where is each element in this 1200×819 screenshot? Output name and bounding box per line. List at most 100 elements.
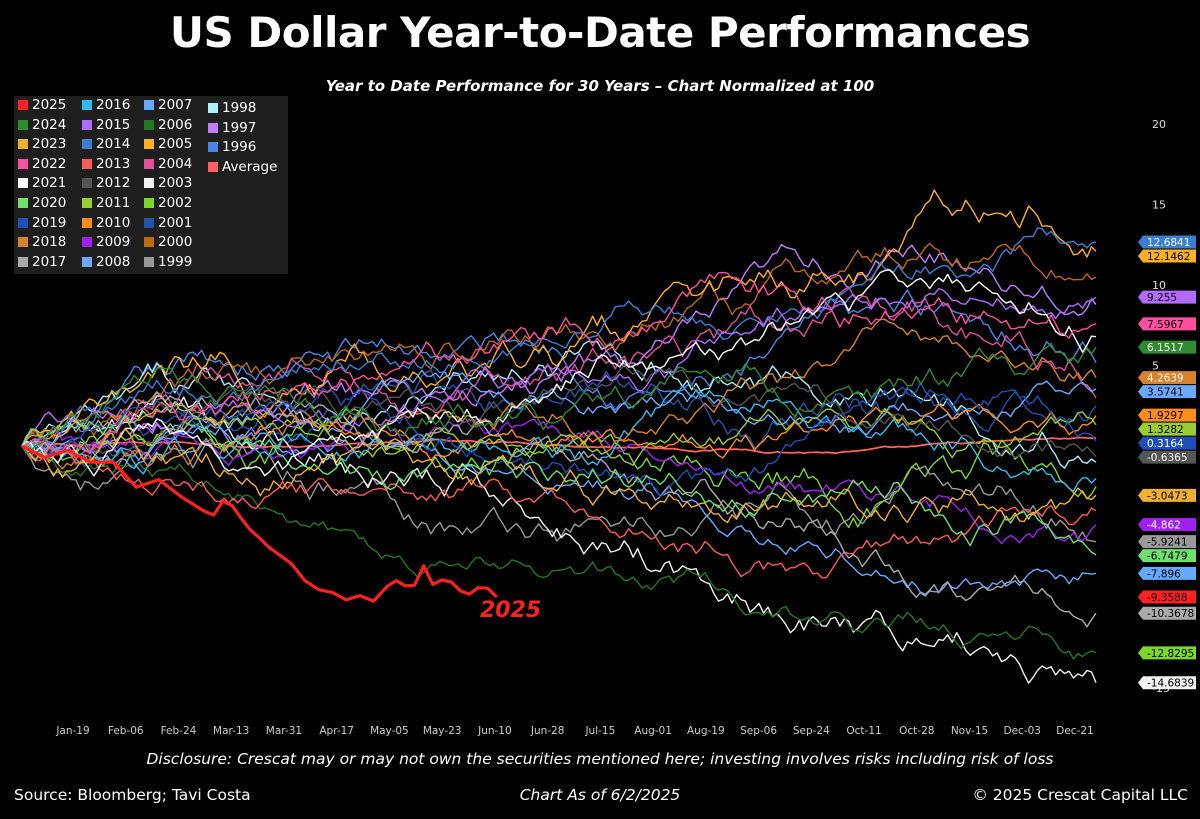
legend-item-2010: 2010	[82, 214, 130, 233]
y-tick-label: 5	[1152, 360, 1159, 373]
legend-label: 2008	[96, 253, 131, 270]
end-label-text: 1.3282	[1147, 424, 1184, 436]
legend-label: 2021	[32, 175, 67, 192]
y-tick-label: 15	[1152, 199, 1166, 212]
end-label-box	[1138, 488, 1196, 502]
end-label: 1.9297	[1138, 408, 1196, 422]
end-label-text: -10.3678	[1147, 608, 1194, 620]
legend-swatch	[208, 142, 218, 153]
end-label-text: -14.6839	[1147, 678, 1194, 690]
x-tick-label: Dec-21	[1056, 725, 1093, 737]
series-line-2016	[21, 385, 1097, 492]
legend-item-2000: 2000	[144, 233, 192, 252]
end-label-box	[1138, 385, 1196, 399]
end-label-text: 1.9297	[1147, 410, 1184, 422]
end-label: 7.5967	[1138, 317, 1196, 331]
legend-swatch	[82, 256, 92, 267]
as-of-date: Chart As of 6/2/2025	[519, 786, 681, 804]
legend-label: 2016	[96, 97, 131, 113]
legend-item-2016: 2016	[82, 96, 130, 115]
legend-swatch	[144, 178, 154, 189]
series-line-2021	[21, 269, 1097, 477]
end-label-box	[1138, 646, 1196, 660]
x-tick-label: Sep-06	[740, 725, 777, 737]
x-tick-label: May-05	[370, 725, 409, 737]
series-line-2025	[21, 444, 498, 603]
legend-label: 1998	[222, 100, 257, 116]
x-tick-label: Mar-31	[266, 725, 302, 737]
series-line-2003	[21, 395, 1097, 684]
legend-item-2015: 2015	[82, 116, 130, 135]
legend-swatch	[82, 119, 92, 130]
end-label-box	[1138, 450, 1196, 464]
legend-item-2014: 2014	[82, 135, 130, 154]
x-tick-label: Mar-13	[213, 725, 249, 737]
end-label-box	[1138, 371, 1196, 385]
legend-label: 2011	[96, 195, 131, 211]
legend-item-2006: 2006	[144, 116, 192, 135]
legend-swatch	[18, 217, 28, 228]
legend-label: 2005	[158, 136, 193, 153]
legend-swatch	[144, 217, 154, 228]
x-tick-label: Sep-24	[793, 725, 830, 737]
series-line-2018	[21, 318, 1097, 470]
end-label-box	[1138, 340, 1196, 354]
end-label: 1.3282	[1138, 422, 1196, 436]
legend-item-1997: 1997	[208, 119, 256, 138]
source-text: Source: Bloomberg; Tavi Costa	[14, 786, 251, 804]
end-label: -4.862	[1138, 518, 1196, 532]
series-line-2006	[21, 442, 1097, 660]
y-tick-label: 20	[1152, 118, 1166, 131]
legend: 2025 2024 2023 2022 2021 2020 2019 2018 2017 2016…	[14, 96, 288, 274]
legend-swatch	[18, 119, 28, 130]
x-tick-label: Oct-11	[846, 725, 881, 737]
legend-label: 1996	[222, 139, 257, 156]
legend-item-2025: 2025	[18, 96, 66, 115]
end-label-text: -0.6365	[1147, 452, 1188, 464]
series-line-2024	[21, 342, 1097, 455]
series-line-2011	[21, 407, 1097, 466]
series-line-1999	[21, 434, 1097, 543]
legend-label: Average	[222, 158, 278, 175]
x-tick-label: Aug-19	[687, 725, 725, 737]
x-tick-label: Nov-15	[951, 725, 988, 737]
end-label-box	[1138, 676, 1196, 690]
legend-label: 1999	[158, 253, 193, 270]
legend-swatch	[82, 139, 92, 150]
legend-item-2002: 2002	[144, 194, 192, 213]
end-label: -7.896	[1138, 566, 1196, 580]
legend-item-2003: 2003	[144, 174, 192, 193]
legend-label: 2002	[158, 195, 193, 211]
end-label-box	[1138, 422, 1196, 436]
legend-label: 2006	[158, 116, 193, 133]
end-label-text: 3.5741	[1147, 387, 1184, 399]
end-label: 9.255	[1138, 290, 1196, 304]
end-label-text: 12.6841	[1147, 237, 1190, 249]
legend-item-2008: 2008	[82, 253, 130, 272]
end-label-box	[1138, 436, 1196, 450]
end-label-box	[1138, 317, 1196, 331]
end-label-box	[1138, 590, 1196, 604]
end-label-box	[1138, 249, 1196, 263]
series-line-2008	[21, 369, 1097, 461]
x-tick-label: Jun-10	[477, 725, 512, 737]
end-label-text: -7.896	[1147, 568, 1181, 580]
end-label-text: 6.1517	[1147, 342, 1184, 354]
legend-item-1996: 1996	[208, 138, 256, 157]
legend-item-2018: 2018	[18, 233, 66, 252]
legend-item-2005: 2005	[144, 135, 192, 154]
x-tick-label: Aug-01	[634, 725, 672, 737]
end-label-box	[1138, 549, 1196, 563]
end-label-text: -9.3588	[1147, 592, 1188, 604]
legend-item-2020: 2020	[18, 194, 66, 213]
series-line-2005	[21, 189, 1097, 447]
chart-title: US Dollar Year-to-Date Performances	[169, 8, 1031, 57]
legend-label: 2015	[96, 116, 131, 133]
legend-swatch	[18, 139, 28, 150]
copyright-text: © 2025 Crescat Capital LLC	[972, 786, 1188, 804]
legend-item-2013: 2013	[82, 155, 130, 174]
legend-item-average: Average	[208, 158, 277, 177]
legend-swatch	[144, 100, 154, 110]
series-line-2020	[21, 400, 1097, 556]
highlight-2025-label: 2025	[480, 598, 541, 623]
